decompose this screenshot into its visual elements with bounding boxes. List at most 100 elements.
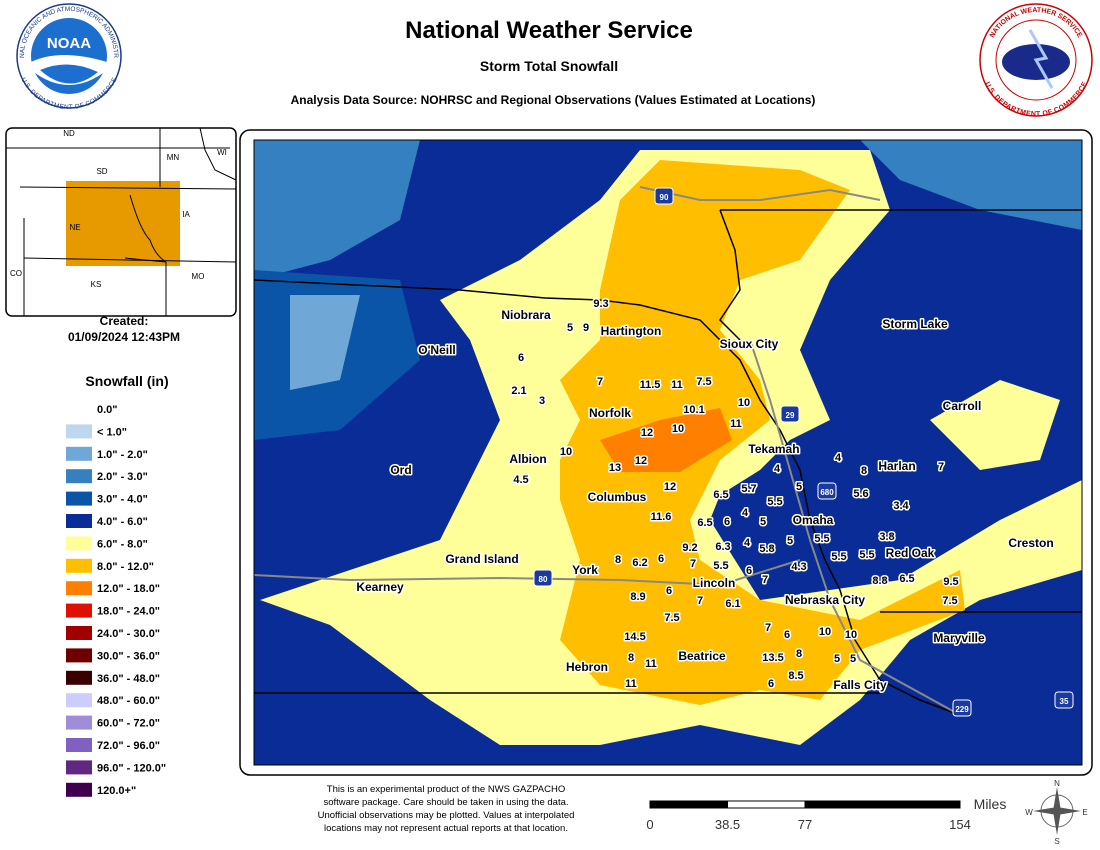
map-border — [253, 139, 1083, 766]
snowfall-value: 11 — [645, 658, 657, 670]
legend-swatch — [66, 603, 92, 618]
scale-label: 0 — [646, 817, 653, 832]
legend-swatch — [66, 491, 92, 506]
city-label: Maryville — [933, 631, 985, 645]
legend-swatch — [66, 469, 92, 484]
snowfall-value: 5 — [787, 535, 793, 547]
snowfall-value: 9 — [583, 322, 589, 334]
snowfall-value: 6 — [658, 553, 664, 565]
city-label: Hartington — [601, 324, 662, 338]
city-label: Carroll — [943, 399, 982, 413]
legend-swatch — [66, 760, 92, 775]
legend-label: 120.0+" — [97, 785, 136, 797]
snowfall-value: 5.6 — [853, 488, 868, 500]
snowfall-value: 7 — [697, 595, 703, 607]
snowfall-value: 5 — [796, 481, 802, 493]
legend-swatch — [66, 446, 92, 461]
state-line — [719, 209, 741, 341]
snowfall-value: 4.5 — [513, 474, 528, 486]
legend-label: 30.0" - 36.0" — [97, 650, 160, 662]
inset-label: MO — [192, 272, 205, 281]
snowfall-value: 5 — [567, 322, 573, 334]
snow-region — [930, 380, 1060, 470]
snowfall-value: 5.8 — [759, 543, 774, 555]
snowfall-value: 6.5 — [697, 517, 712, 529]
city-label: Grand Island — [445, 552, 518, 566]
snowfall-value: 9.5 — [943, 576, 958, 588]
inset-label: MN — [167, 153, 180, 162]
snowfall-value: 6 — [784, 629, 790, 641]
snowfall-value: 10 — [672, 423, 684, 435]
legend-swatch — [66, 715, 92, 730]
legend-label: 48.0" - 60.0" — [97, 695, 160, 707]
city-label: Kearney — [356, 580, 404, 594]
title: National Weather Service — [405, 17, 693, 44]
snowfall-value: 5 — [760, 516, 766, 528]
city-label: Lincoln — [693, 576, 736, 590]
snowfall-value: 6 — [666, 585, 672, 597]
snowfall-value: 4 — [774, 463, 781, 475]
snowfall-value: 6 — [724, 516, 730, 528]
snowfall-value: 10 — [560, 446, 572, 458]
inset-label: CO — [10, 269, 22, 278]
snowfall-value: 3 — [539, 395, 545, 407]
highway-shield — [780, 405, 800, 423]
city-label: Sioux City — [720, 337, 779, 351]
legend-swatch — [66, 536, 92, 551]
snowfall-value: 5.5 — [831, 551, 846, 563]
created-date: 01/09/2024 12:43PM — [68, 330, 180, 344]
snowfall-value: 3.8 — [879, 531, 894, 543]
legend-label: 0.0" — [97, 404, 118, 416]
compass-label: E — [1082, 808, 1087, 817]
snowfall-value: 10.1 — [683, 404, 704, 416]
snowfall-value: 11.6 — [651, 511, 672, 523]
legend-swatch — [66, 558, 92, 573]
snow-region — [560, 160, 965, 705]
legend-title: Snowfall (in) — [85, 373, 168, 389]
snowfall-value: 10 — [738, 397, 750, 409]
legend-label: 60.0" - 72.0" — [97, 718, 160, 730]
scale-segment — [727, 800, 806, 809]
city-label: Red Oak — [886, 546, 935, 560]
snow-region — [600, 408, 732, 472]
legend-swatch — [66, 670, 92, 685]
snowfall-value: 6 — [746, 565, 752, 577]
city-label: Storm Lake — [882, 317, 948, 331]
snowfall-value: 6.1 — [725, 598, 740, 610]
snowfall-value: 12 — [664, 481, 676, 493]
disclaimer-line: locations may not represent actual repor… — [324, 823, 568, 834]
snowfall-value: 4 — [835, 452, 842, 464]
city-label: Falls City — [833, 678, 887, 692]
legend-swatch — [66, 514, 92, 528]
scale-segment — [804, 800, 961, 809]
snowfall-value: 5.5 — [713, 560, 728, 572]
snowfall-value: 8.8 — [872, 575, 887, 587]
disclaimer-line: This is an experimental product of the N… — [327, 784, 565, 795]
snowfall-value: 5 — [850, 653, 856, 665]
road — [639, 186, 881, 201]
legend-swatch — [66, 581, 92, 596]
inset-map — [5, 127, 237, 317]
snowfall-value: 7 — [597, 376, 603, 388]
compass-label: N — [1054, 779, 1060, 788]
legend-label: 24.0" - 30.0" — [97, 628, 160, 640]
disclaimer-line: software package. Care should be taken i… — [323, 797, 568, 808]
snowfall-value: 11 — [625, 678, 637, 690]
road — [254, 559, 801, 587]
created-label: Created: — [100, 314, 149, 328]
snowfall-value: 6.2 — [632, 557, 647, 569]
snowfall-value: 12 — [635, 455, 647, 467]
snowfall-value: 11.5 — [640, 379, 661, 391]
snowfall-value: 8 — [615, 554, 621, 566]
snowfall-value: 8.5 — [788, 670, 803, 682]
inset-label: WI — [217, 148, 227, 157]
road — [749, 339, 961, 716]
snowfall-value: 8 — [796, 648, 802, 660]
compass — [1033, 787, 1081, 835]
scale-label: 38.5 — [715, 817, 740, 832]
legend-label: 6.0" - 8.0" — [97, 538, 148, 550]
legend-label: 4.0" - 6.0" — [97, 516, 148, 528]
snowfall-value: 5 — [834, 653, 840, 665]
snowfall-value: 2.1 — [511, 385, 526, 397]
snowfall-value: 6.3 — [715, 541, 730, 553]
